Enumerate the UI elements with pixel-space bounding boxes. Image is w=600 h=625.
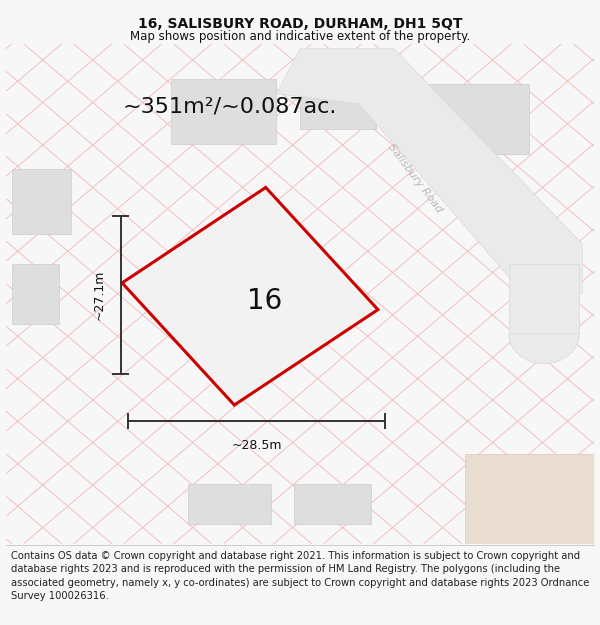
Bar bbox=[430, 84, 529, 154]
Bar bbox=[170, 79, 277, 144]
Bar bbox=[509, 264, 580, 334]
Bar bbox=[294, 484, 371, 524]
Bar bbox=[12, 264, 59, 324]
Text: 16: 16 bbox=[247, 288, 283, 315]
Text: 16, SALISBURY ROAD, DURHAM, DH1 5QT: 16, SALISBURY ROAD, DURHAM, DH1 5QT bbox=[138, 17, 462, 31]
Text: ~351m²/~0.087ac.: ~351m²/~0.087ac. bbox=[122, 96, 337, 116]
Bar bbox=[464, 454, 594, 544]
Polygon shape bbox=[277, 49, 582, 294]
Text: ~28.5m: ~28.5m bbox=[231, 439, 282, 452]
Bar bbox=[188, 484, 271, 524]
Text: Map shows position and indicative extent of the property.: Map shows position and indicative extent… bbox=[130, 30, 470, 42]
Text: Salisbury Road: Salisbury Road bbox=[386, 142, 444, 215]
Wedge shape bbox=[509, 334, 580, 364]
Bar bbox=[12, 169, 71, 234]
Polygon shape bbox=[122, 188, 378, 405]
Text: Contains OS data © Crown copyright and database right 2021. This information is : Contains OS data © Crown copyright and d… bbox=[11, 551, 589, 601]
Text: ~27.1m: ~27.1m bbox=[93, 270, 106, 320]
Bar bbox=[300, 79, 376, 129]
